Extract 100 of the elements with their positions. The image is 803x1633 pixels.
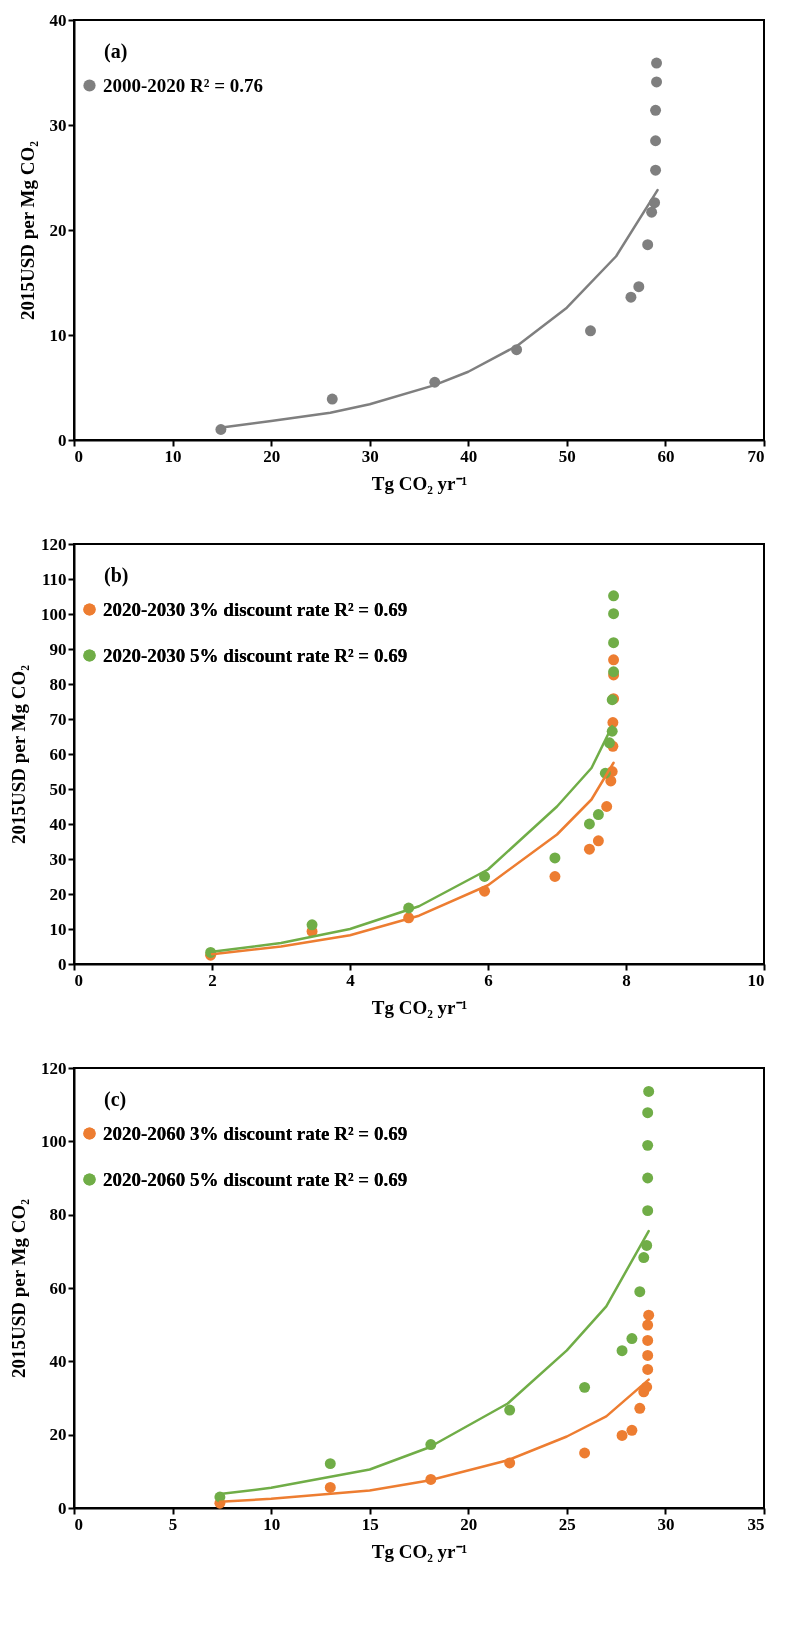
y-tick-label: 70 — [49, 709, 67, 729]
point — [549, 871, 561, 882]
y-axis-title: 2015USD per Mg CO₂ — [8, 1198, 29, 1378]
x-tick-label: 30 — [361, 446, 379, 466]
point — [642, 1319, 654, 1331]
y-tick-label: 0 — [58, 1498, 67, 1518]
point — [643, 1086, 655, 1097]
point — [583, 843, 595, 855]
x-tick-label: 10 — [164, 446, 182, 466]
y-tick-label: 10 — [49, 919, 67, 939]
y-tick-label: 60 — [49, 1278, 67, 1298]
x-axis-title: Tg CO₂ yr⁻¹ — [371, 472, 468, 494]
point — [642, 1363, 654, 1375]
point — [608, 590, 620, 602]
y-tick-label: 90 — [49, 639, 67, 659]
y-tick-label: 0 — [58, 954, 67, 974]
y-tick-label: 0 — [58, 430, 67, 450]
y-tick-label: 100 — [41, 604, 67, 624]
y-tick-label: 60 — [49, 744, 67, 764]
point — [608, 608, 620, 620]
x-tick-label: 8 — [622, 970, 631, 990]
y-tick-label: 120 — [41, 1058, 67, 1078]
point — [634, 1402, 646, 1414]
x-tick-label: 70 — [747, 446, 765, 466]
y-tick-label: 100 — [41, 1131, 67, 1151]
x-tick-label: 0 — [74, 1514, 83, 1534]
legend-label: 2020-2030 3% discount rate R² = 0.69 — [103, 598, 408, 620]
point — [646, 206, 658, 218]
point — [638, 1252, 650, 1264]
point — [650, 164, 662, 176]
x-tick-label: 5 — [168, 1514, 178, 1534]
x-tick-label: 35 — [747, 1514, 765, 1534]
x-tick-label: 6 — [484, 970, 493, 990]
y-tick-label: 20 — [49, 220, 67, 240]
point — [603, 737, 615, 749]
point — [625, 291, 637, 303]
y-tick-label: 40 — [49, 814, 67, 834]
point — [579, 1381, 591, 1393]
y-tick-label: 40 — [49, 10, 67, 30]
x-tick-label: 0 — [74, 446, 83, 466]
x-tick-label: 40 — [460, 446, 478, 466]
y-tick-label: 50 — [49, 779, 67, 799]
y-tick-label: 110 — [41, 569, 67, 589]
point — [592, 835, 604, 847]
y-tick-label: 10 — [49, 325, 67, 345]
point — [651, 57, 663, 69]
legend-label: 2000-2020 R² = 0.76 — [103, 74, 264, 96]
y-tick-label: 20 — [49, 1425, 67, 1445]
legend-label: 2020-2060 3% discount rate R² = 0.69 — [103, 1122, 408, 1144]
point — [626, 1424, 638, 1436]
annotation: (b) — [104, 564, 129, 587]
x-tick-label: 60 — [657, 446, 675, 466]
annotation: (a) — [104, 40, 128, 63]
point — [592, 809, 604, 821]
point — [641, 1240, 653, 1251]
point — [608, 637, 620, 649]
point — [504, 1404, 516, 1416]
y-tick-label: 40 — [49, 1351, 67, 1371]
y-tick-label: 80 — [49, 674, 67, 694]
point — [643, 1309, 655, 1321]
x-tick-label: 25 — [558, 1514, 576, 1534]
y-tick-label: 30 — [49, 115, 67, 135]
point — [642, 1107, 654, 1119]
x-tick-label: 0 — [74, 970, 83, 990]
point — [324, 1458, 336, 1470]
x-tick-label: 2 — [208, 970, 217, 990]
y-axis-title: 2015USD per Mg CO₂ — [8, 664, 29, 844]
point — [642, 1139, 654, 1151]
point — [633, 281, 645, 293]
point — [616, 1429, 628, 1441]
point — [324, 1482, 336, 1493]
x-tick-label: 15 — [361, 1514, 379, 1534]
point — [583, 818, 595, 830]
point — [585, 325, 596, 337]
point — [601, 801, 613, 812]
point — [651, 76, 663, 88]
point — [650, 104, 662, 116]
x-tick-label: 10 — [263, 1514, 281, 1534]
point — [306, 919, 318, 931]
point — [549, 852, 561, 864]
x-axis-title: Tg CO₂ yr⁻¹ — [371, 1540, 468, 1562]
annotation: (c) — [104, 1088, 127, 1111]
x-tick-label: 50 — [558, 446, 576, 466]
y-tick-label: 120 — [41, 534, 67, 554]
legend-label: 2020-2030 5% discount rate R² = 0.69 — [103, 644, 408, 666]
point — [326, 393, 338, 405]
point — [650, 135, 662, 147]
x-tick-label: 20 — [263, 446, 281, 466]
x-axis-title: Tg CO₂ yr⁻¹ — [371, 996, 468, 1018]
point — [642, 1205, 654, 1217]
x-tick-label: 30 — [657, 1514, 675, 1534]
y-tick-label: 30 — [49, 849, 67, 869]
y-tick-label: 80 — [49, 1205, 67, 1225]
y-axis-title: 2015USD per Mg CO₂ — [16, 140, 38, 320]
x-tick-label: 4 — [346, 970, 356, 990]
point — [642, 1350, 654, 1361]
point — [626, 1333, 638, 1345]
point — [608, 654, 620, 666]
x-tick-label: 20 — [460, 1514, 478, 1534]
point — [579, 1447, 591, 1459]
